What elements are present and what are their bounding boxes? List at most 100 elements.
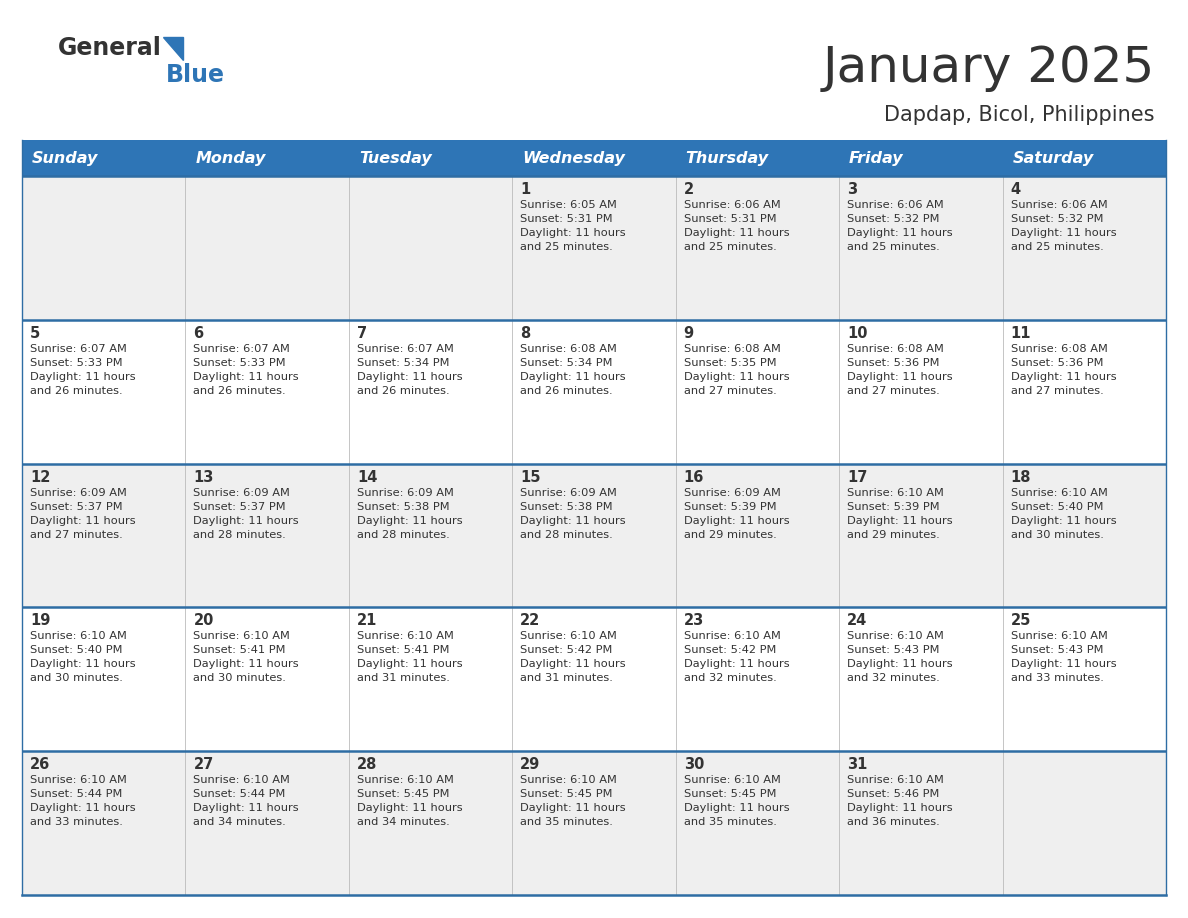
Text: 12: 12 [30,470,50,485]
Text: Daylight: 11 hours: Daylight: 11 hours [1011,372,1117,382]
Text: Sunrise: 6:10 AM: Sunrise: 6:10 AM [520,775,617,785]
Text: 14: 14 [356,470,378,485]
Text: Sunset: 5:31 PM: Sunset: 5:31 PM [684,214,776,224]
Text: Sunrise: 6:10 AM: Sunrise: 6:10 AM [684,632,781,642]
Text: Sunset: 5:42 PM: Sunset: 5:42 PM [684,645,776,655]
Text: and 25 minutes.: and 25 minutes. [520,242,613,252]
Text: Sunrise: 6:10 AM: Sunrise: 6:10 AM [1011,487,1107,498]
Text: Daylight: 11 hours: Daylight: 11 hours [356,659,462,669]
Text: Sunrise: 6:06 AM: Sunrise: 6:06 AM [847,200,944,210]
Text: 31: 31 [847,757,867,772]
Text: Sunset: 5:44 PM: Sunset: 5:44 PM [30,789,122,800]
Text: Sunrise: 6:09 AM: Sunrise: 6:09 AM [30,487,127,498]
Text: Sunrise: 6:08 AM: Sunrise: 6:08 AM [847,344,944,353]
Text: Sunrise: 6:10 AM: Sunrise: 6:10 AM [356,775,454,785]
Text: 26: 26 [30,757,50,772]
Text: Sunset: 5:33 PM: Sunset: 5:33 PM [194,358,286,368]
Text: Sunset: 5:45 PM: Sunset: 5:45 PM [520,789,613,800]
Text: Daylight: 11 hours: Daylight: 11 hours [684,516,789,526]
Polygon shape [163,37,183,60]
Text: Daylight: 11 hours: Daylight: 11 hours [194,659,299,669]
Text: Daylight: 11 hours: Daylight: 11 hours [847,372,953,382]
Text: 28: 28 [356,757,378,772]
Text: 9: 9 [684,326,694,341]
Text: and 25 minutes.: and 25 minutes. [684,242,777,252]
Text: Wednesday: Wednesday [523,151,625,165]
Text: Daylight: 11 hours: Daylight: 11 hours [847,516,953,526]
Text: Sunrise: 6:10 AM: Sunrise: 6:10 AM [356,632,454,642]
Text: Daylight: 11 hours: Daylight: 11 hours [194,803,299,813]
Text: 3: 3 [847,182,858,197]
Text: 7: 7 [356,326,367,341]
Text: Daylight: 11 hours: Daylight: 11 hours [684,803,789,813]
Text: Daylight: 11 hours: Daylight: 11 hours [30,803,135,813]
Text: 13: 13 [194,470,214,485]
Text: Sunrise: 6:09 AM: Sunrise: 6:09 AM [194,487,290,498]
Text: Sunrise: 6:10 AM: Sunrise: 6:10 AM [194,632,290,642]
Text: Sunrise: 6:10 AM: Sunrise: 6:10 AM [30,775,127,785]
Text: 2: 2 [684,182,694,197]
Text: Sunrise: 6:09 AM: Sunrise: 6:09 AM [520,487,617,498]
Text: Sunrise: 6:10 AM: Sunrise: 6:10 AM [30,632,127,642]
Text: Daylight: 11 hours: Daylight: 11 hours [194,516,299,526]
Text: Daylight: 11 hours: Daylight: 11 hours [847,228,953,238]
Text: Daylight: 11 hours: Daylight: 11 hours [520,659,626,669]
Text: Sunset: 5:38 PM: Sunset: 5:38 PM [356,501,449,511]
Text: Daylight: 11 hours: Daylight: 11 hours [684,228,789,238]
Text: Sunset: 5:43 PM: Sunset: 5:43 PM [1011,645,1104,655]
Text: and 32 minutes.: and 32 minutes. [684,674,777,683]
Text: Sunset: 5:37 PM: Sunset: 5:37 PM [30,501,122,511]
Text: and 26 minutes.: and 26 minutes. [520,386,613,396]
Text: Sunset: 5:33 PM: Sunset: 5:33 PM [30,358,122,368]
Text: and 30 minutes.: and 30 minutes. [30,674,122,683]
Bar [23,319,1165,464]
Text: and 27 minutes.: and 27 minutes. [847,386,940,396]
Text: Thursday: Thursday [685,151,769,165]
Text: and 28 minutes.: and 28 minutes. [520,530,613,540]
Text: Sunrise: 6:10 AM: Sunrise: 6:10 AM [520,632,617,642]
Text: Daylight: 11 hours: Daylight: 11 hours [356,803,462,813]
Text: Daylight: 11 hours: Daylight: 11 hours [1011,228,1117,238]
Text: Daylight: 11 hours: Daylight: 11 hours [30,516,135,526]
Text: Sunset: 5:37 PM: Sunset: 5:37 PM [194,501,286,511]
Text: Sunset: 5:43 PM: Sunset: 5:43 PM [847,645,940,655]
Text: Sunrise: 6:08 AM: Sunrise: 6:08 AM [1011,344,1107,353]
Text: Friday: Friday [849,151,904,165]
Text: Daylight: 11 hours: Daylight: 11 hours [30,659,135,669]
Text: Sunrise: 6:10 AM: Sunrise: 6:10 AM [847,487,944,498]
Text: Sunrise: 6:10 AM: Sunrise: 6:10 AM [194,775,290,785]
Text: Daylight: 11 hours: Daylight: 11 hours [1011,516,1117,526]
Text: Sunrise: 6:08 AM: Sunrise: 6:08 AM [684,344,781,353]
Text: Daylight: 11 hours: Daylight: 11 hours [1011,659,1117,669]
Text: and 32 minutes.: and 32 minutes. [847,674,940,683]
Text: Sunset: 5:44 PM: Sunset: 5:44 PM [194,789,286,800]
Text: Sunrise: 6:10 AM: Sunrise: 6:10 AM [847,775,944,785]
Text: Sunset: 5:40 PM: Sunset: 5:40 PM [1011,501,1104,511]
Text: Sunrise: 6:07 AM: Sunrise: 6:07 AM [356,344,454,353]
Text: and 34 minutes.: and 34 minutes. [194,817,286,827]
Text: Sunset: 5:31 PM: Sunset: 5:31 PM [520,214,613,224]
Text: 25: 25 [1011,613,1031,629]
Text: and 27 minutes.: and 27 minutes. [1011,386,1104,396]
Text: Saturday: Saturday [1012,151,1094,165]
Text: 6: 6 [194,326,203,341]
Text: 15: 15 [520,470,541,485]
Text: 1: 1 [520,182,531,197]
Text: and 25 minutes.: and 25 minutes. [847,242,940,252]
Text: Sunset: 5:35 PM: Sunset: 5:35 PM [684,358,776,368]
Text: Sunset: 5:39 PM: Sunset: 5:39 PM [847,501,940,511]
Text: 22: 22 [520,613,541,629]
Text: Sunrise: 6:10 AM: Sunrise: 6:10 AM [847,632,944,642]
Text: Daylight: 11 hours: Daylight: 11 hours [684,659,789,669]
Text: 30: 30 [684,757,704,772]
Text: Sunrise: 6:07 AM: Sunrise: 6:07 AM [30,344,127,353]
Text: Daylight: 11 hours: Daylight: 11 hours [520,372,626,382]
Text: Sunday: Sunday [32,151,99,165]
Text: 18: 18 [1011,470,1031,485]
Text: General: General [58,36,162,60]
Text: Sunrise: 6:09 AM: Sunrise: 6:09 AM [356,487,454,498]
Text: and 33 minutes.: and 33 minutes. [30,817,122,827]
Text: 11: 11 [1011,326,1031,341]
Text: Tuesday: Tuesday [359,151,431,165]
Text: Daylight: 11 hours: Daylight: 11 hours [356,516,462,526]
